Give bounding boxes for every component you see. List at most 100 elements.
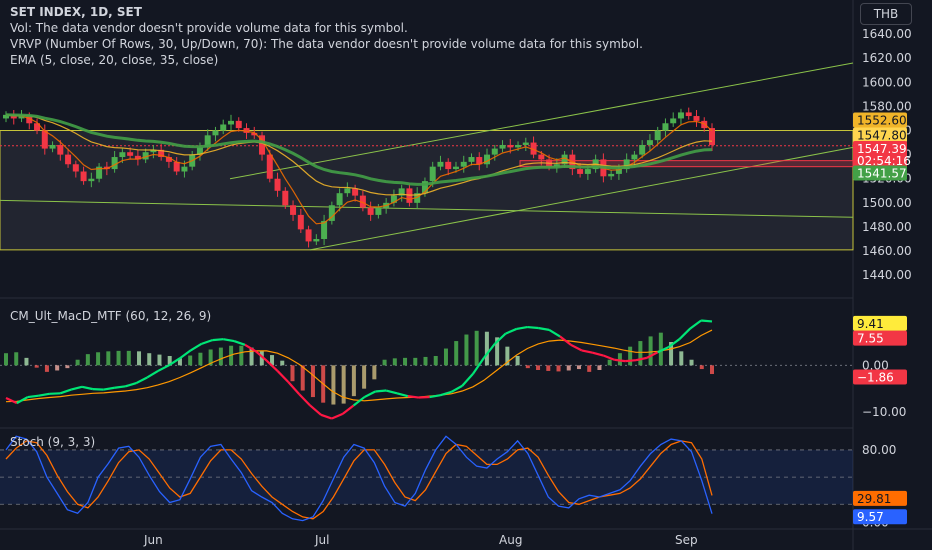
candle-body: [103, 166, 110, 170]
macd-tick: −10.00: [862, 405, 906, 419]
ema-20-line: [5, 114, 713, 196]
candle-body: [484, 154, 491, 165]
candle-body: [429, 166, 436, 182]
candle-body: [49, 144, 56, 149]
candle-body: [328, 205, 335, 221]
macd-line-segment: [559, 335, 572, 346]
macd-line-segment: [265, 359, 279, 372]
macd-bar: [576, 365, 581, 370]
time-tick: Sep: [675, 533, 698, 547]
macd-bar: [423, 356, 428, 366]
macd-bar: [587, 365, 592, 372]
candle-body: [437, 161, 444, 167]
macd-bar: [65, 365, 70, 369]
candle-body: [181, 166, 188, 172]
macd-bar: [75, 359, 80, 366]
macd-line-segment: [27, 394, 39, 399]
macd-line-segment: [581, 349, 593, 354]
candle-body: [623, 159, 630, 170]
macd-line-segment: [168, 357, 181, 367]
price-tick: 1500.00: [862, 196, 912, 210]
macd-bar: [617, 353, 622, 366]
price-tick: 1460.00: [862, 244, 912, 258]
macd-bar: [413, 357, 418, 366]
macd-bar: [14, 352, 19, 366]
price-tick: 1620.00: [862, 51, 912, 65]
macd-line-segment: [570, 343, 583, 352]
macd-histogram: [4, 330, 714, 405]
candle-body: [352, 188, 359, 196]
macd-line-segment: [592, 351, 604, 357]
macd-line-segment: [190, 342, 203, 352]
macd-line-segment: [135, 376, 148, 385]
macd-line-segment: [494, 332, 507, 345]
macd-bar: [669, 342, 674, 366]
price-tick: 1580.00: [862, 99, 912, 113]
symbol-title: SET INDEX, 1D, SET: [10, 5, 142, 19]
macd-bar: [4, 353, 8, 366]
candle-body: [344, 188, 351, 194]
macd-bar: [208, 349, 213, 366]
macd-line-segment: [201, 339, 213, 345]
candle-body: [290, 205, 297, 215]
macd-bar: [566, 365, 571, 371]
macd-line-segment: [179, 349, 192, 360]
macd-line-segment: [298, 393, 311, 407]
macd-bar: [536, 365, 541, 370]
macd-bar: [55, 365, 60, 371]
candle-body: [639, 144, 646, 155]
candle-body: [88, 178, 95, 182]
candle-body: [584, 169, 591, 174]
macd-legend: CM_Ult_MacD_MTF (60, 12, 26, 9): [10, 309, 212, 323]
macd-line-segment: [407, 395, 419, 399]
channel-upper: [229, 62, 854, 180]
candle-body: [3, 114, 9, 119]
macd-bar: [597, 365, 602, 370]
macd-bar: [556, 365, 561, 372]
candle-body: [313, 239, 320, 242]
candle-body: [709, 128, 715, 145]
macd-line-segment: [483, 343, 496, 359]
candle-body: [530, 142, 537, 155]
candle-body: [57, 144, 64, 155]
macd-bar: [137, 351, 142, 366]
price-label-ema: 1547.80: [857, 129, 907, 143]
macd-line-segment: [255, 350, 268, 362]
macd-bar: [382, 359, 387, 366]
last-price-bg: [853, 141, 907, 169]
candle-body: [150, 149, 157, 153]
candle-body: [235, 120, 242, 129]
macd-bar: [515, 356, 520, 366]
candle-body: [282, 190, 289, 206]
candle-body: [553, 164, 560, 167]
candle-body: [390, 195, 397, 203]
macd-bar: [270, 355, 275, 366]
macd-bar: [218, 347, 223, 366]
candle-body: [685, 112, 692, 117]
macd-line-segment: [689, 319, 702, 330]
candle-body: [476, 157, 483, 165]
macd-bar: [710, 365, 714, 375]
macd-bar: [362, 365, 367, 389]
candle-body: [468, 157, 475, 162]
candle-body: [631, 154, 638, 160]
candle-body: [507, 144, 514, 148]
time-tick: Jul: [314, 533, 329, 547]
macd-line-segment: [81, 385, 94, 391]
candle-body: [538, 154, 545, 160]
macd-line-segment: [16, 396, 29, 405]
macd-bar: [474, 330, 479, 366]
macd-bar: [351, 365, 356, 397]
macd-bar: [96, 352, 101, 366]
macd-line-segment: [602, 354, 615, 361]
price-label-ema-slow-bg: [853, 165, 907, 181]
macd-bar: [699, 365, 704, 370]
macd-signal-label: 7.55: [857, 332, 884, 346]
macd-line-segment: [625, 359, 637, 363]
currency-selector[interactable]: THB: [860, 3, 912, 25]
candle-body: [336, 193, 343, 206]
macd-line-segment: [244, 343, 257, 353]
candle-body: [398, 188, 405, 196]
macd-line-segment: [59, 388, 72, 395]
